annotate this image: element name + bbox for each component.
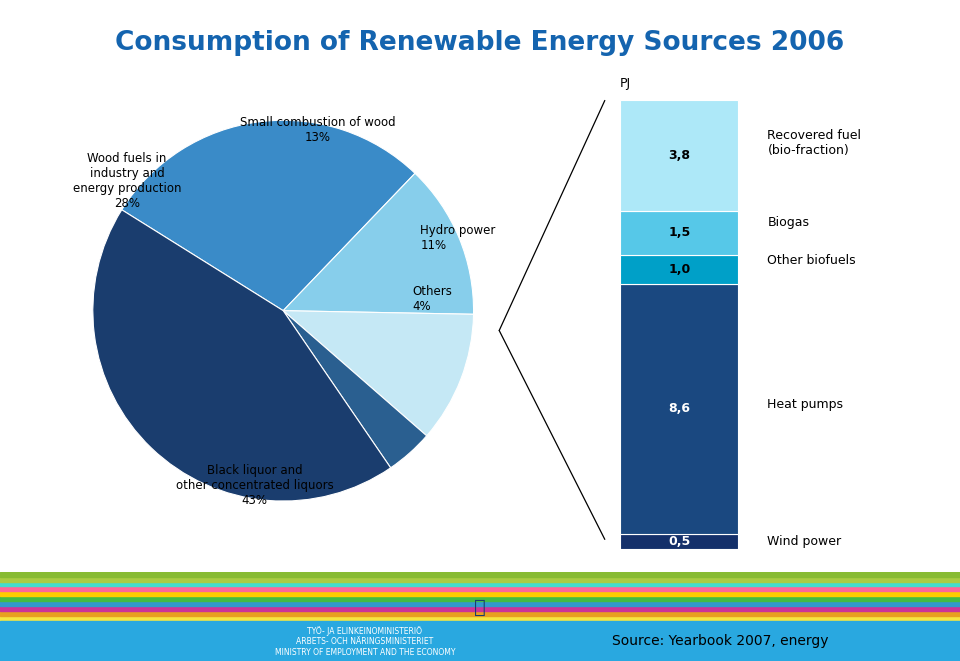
Text: Others
4%: Others 4% (413, 286, 452, 313)
Wedge shape (283, 311, 426, 468)
Wedge shape (283, 311, 473, 436)
Bar (0, 592, 960, 596)
Text: Other biofuels: Other biofuels (767, 254, 856, 266)
Bar (0, 596, 960, 602)
Bar (0, 616, 960, 621)
Text: 3,8: 3,8 (668, 149, 690, 162)
Text: Wind power: Wind power (767, 535, 842, 547)
Text: Hydro power
11%: Hydro power 11% (420, 224, 495, 253)
Text: 1,5: 1,5 (668, 226, 690, 239)
Bar (620, 284, 738, 534)
Bar (620, 534, 738, 549)
Bar (0, 602, 960, 606)
Bar (0, 586, 960, 592)
Text: Biogas: Biogas (767, 216, 809, 229)
Wedge shape (283, 173, 473, 314)
Text: Small combustion of wood
13%: Small combustion of wood 13% (240, 116, 396, 144)
Bar (0, 621, 960, 661)
Text: Heat pumps: Heat pumps (767, 398, 844, 411)
Wedge shape (93, 210, 391, 501)
Text: 0,5: 0,5 (668, 535, 690, 548)
Bar (0, 606, 960, 611)
Text: 1,0: 1,0 (668, 263, 690, 276)
Bar (620, 254, 738, 284)
Text: TYÖ- JA ELINKEINOMINISTERIÖ
ARBETS- OCH NÄRINGSMINISTERIET
MINISTRY OF EMPLOYMEN: TYÖ- JA ELINKEINOMINISTERIÖ ARBETS- OCH … (275, 626, 455, 657)
Bar (620, 100, 738, 211)
Wedge shape (122, 120, 415, 311)
Bar (0, 572, 960, 576)
Text: 🦁: 🦁 (474, 598, 486, 617)
Text: Wood fuels in
industry and
energy production
28%: Wood fuels in industry and energy produc… (73, 152, 181, 210)
Text: Recovered fuel
(bio-fraction): Recovered fuel (bio-fraction) (767, 129, 861, 157)
Text: Consumption of Renewable Energy Sources 2006: Consumption of Renewable Energy Sources … (115, 30, 845, 56)
Text: Source: Yearbook 2007, energy: Source: Yearbook 2007, energy (612, 635, 828, 648)
Bar (0, 576, 960, 582)
Bar (620, 211, 738, 254)
Text: PJ: PJ (620, 77, 631, 91)
Bar (0, 611, 960, 616)
Bar (0, 582, 960, 586)
Text: 8,6: 8,6 (668, 403, 690, 416)
Text: Black liquor and
other concentrated liquors
43%: Black liquor and other concentrated liqu… (176, 464, 333, 507)
